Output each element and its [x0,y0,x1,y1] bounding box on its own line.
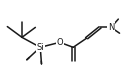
Text: N: N [108,23,114,32]
Text: O: O [56,38,63,47]
Text: Si: Si [36,43,44,52]
